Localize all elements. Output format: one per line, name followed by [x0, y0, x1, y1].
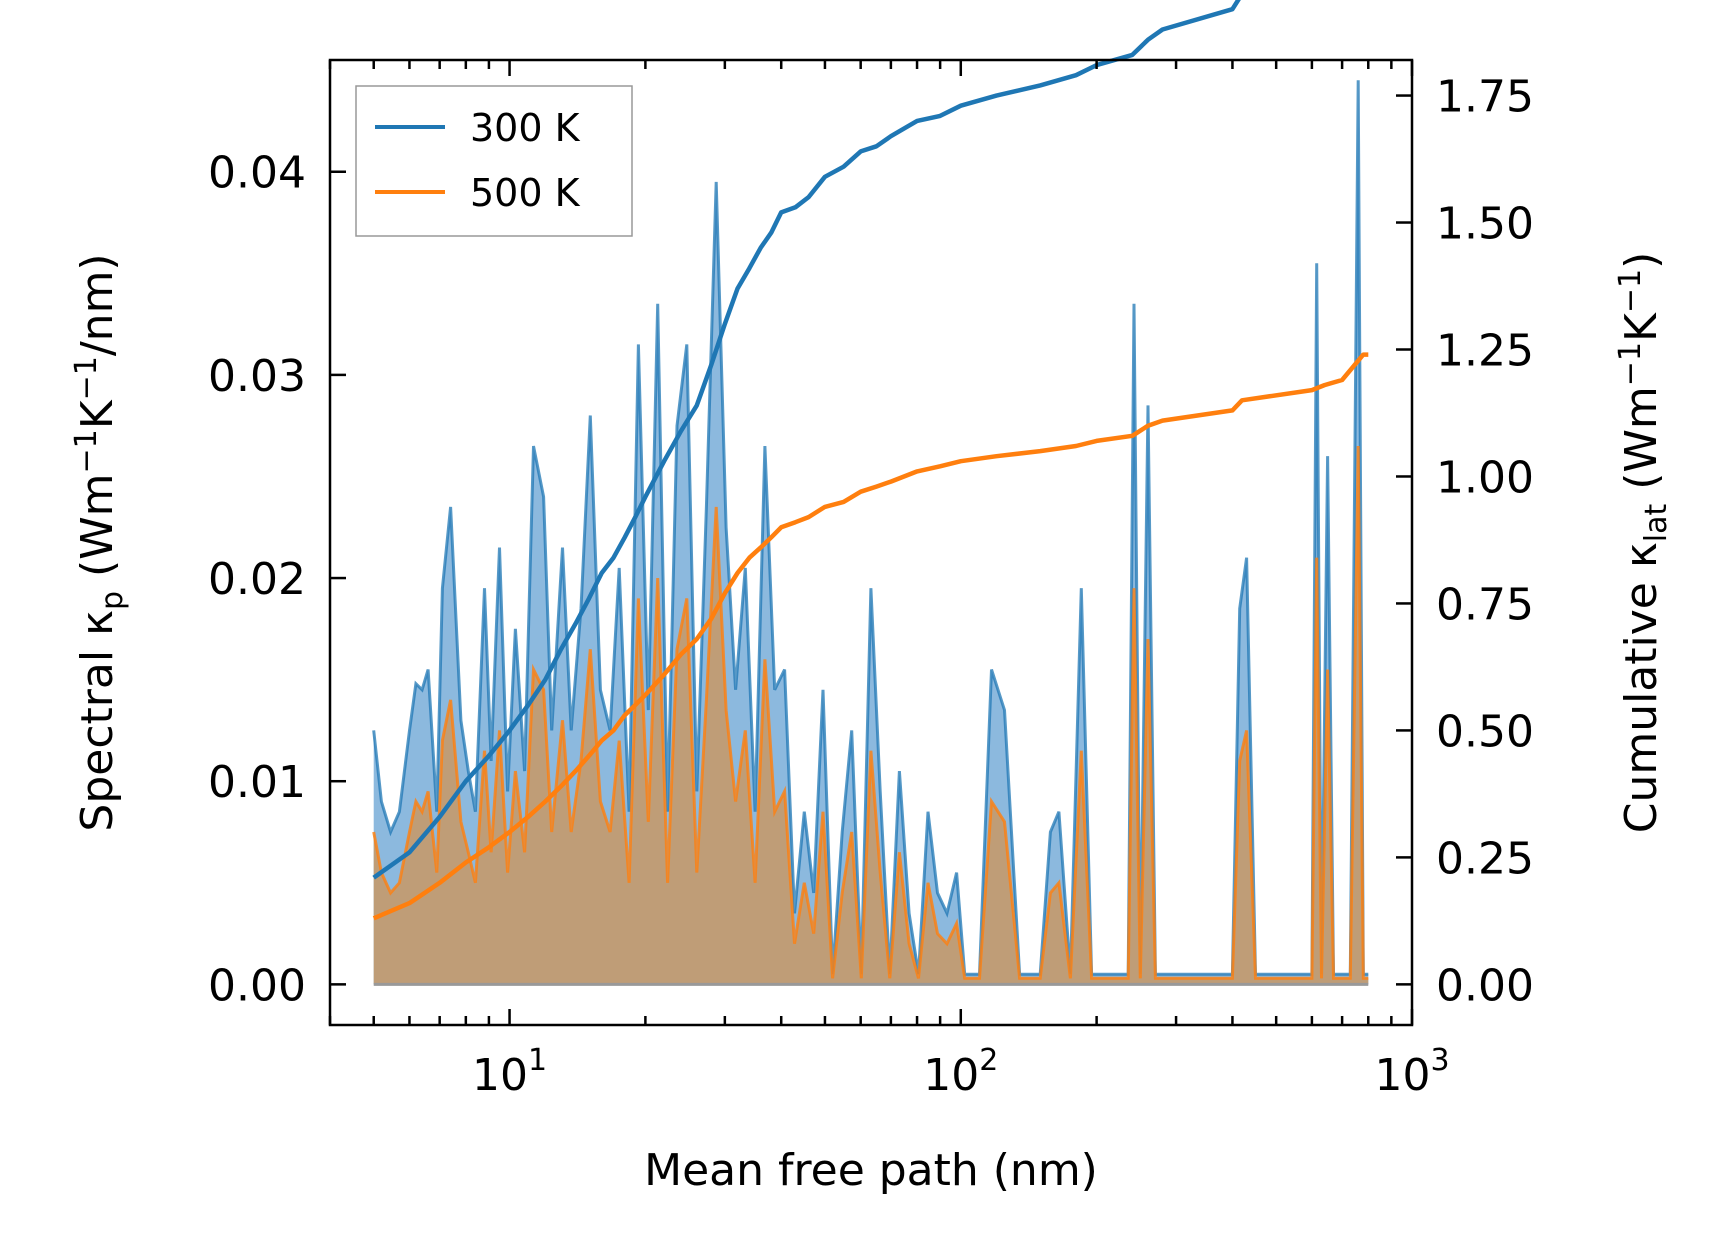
left-y-tick-label: 0.04: [208, 148, 306, 199]
right-y-tick-label: 0.75: [1436, 579, 1534, 630]
x-tick-label: 102: [923, 1043, 998, 1101]
x-axis-title: Mean free path (nm): [644, 1145, 1098, 1196]
left-y-tick-label: 0.01: [208, 757, 306, 808]
right-y-tick-label: 1.00: [1436, 452, 1534, 503]
right-y-tick-label: 1.75: [1436, 72, 1534, 123]
axis-ticks: [328, 60, 1414, 1025]
right-y-tick-labels: 0.00 0.25 0.50 0.75 1.00 1.25 1.50 1.75: [1436, 72, 1534, 1012]
spectral-fills: [372, 80, 1369, 986]
right-y-tick-label: 1.25: [1436, 326, 1534, 377]
right-y-axis-title: Cumulative κlat (Wm−1K−1): [1613, 252, 1674, 834]
x-tick-label: 101: [472, 1043, 547, 1101]
right-y-tick-label: 0.25: [1436, 833, 1534, 884]
left-y-tick-label: 0.02: [208, 554, 306, 605]
legend: 300 K 500 K: [355, 85, 633, 237]
spectral-area-500: [373, 446, 1369, 985]
legend-box: [355, 85, 633, 237]
cumulative-line-300: [372, 0, 1241, 880]
legend-label-300: 300 K: [470, 106, 581, 150]
right-y-tick-label: 0.00: [1436, 960, 1534, 1011]
spectral-line-500: [372, 445, 1369, 980]
cumulative-line-500: [372, 352, 1369, 921]
series-lines: [372, 0, 1369, 921]
left-y-axis-title: Spectral κp (Wm−1K−1/nm): [69, 253, 130, 831]
plot-frame: [328, 58, 1414, 1027]
spectral-area-300: [373, 80, 1369, 985]
legend-label-500: 500 K: [470, 171, 581, 215]
x-tick-label: 103: [1374, 1043, 1449, 1101]
left-y-tick-labels: 0.00 0.01 0.02 0.03 0.04: [208, 148, 306, 1012]
x-tick-labels: 101 102 103: [472, 1043, 1450, 1101]
right-y-tick-label: 1.50: [1436, 199, 1534, 250]
left-y-tick-label: 0.03: [208, 351, 306, 402]
left-y-tick-label: 0.00: [208, 960, 306, 1011]
right-y-tick-label: 0.50: [1436, 706, 1534, 757]
